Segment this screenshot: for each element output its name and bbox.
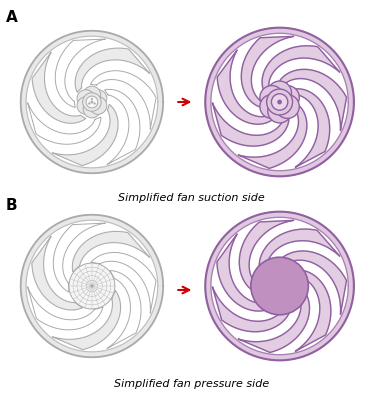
Polygon shape (72, 232, 149, 272)
Polygon shape (107, 270, 141, 348)
Polygon shape (217, 50, 273, 124)
Text: A: A (6, 10, 18, 25)
Circle shape (89, 97, 107, 114)
Polygon shape (259, 229, 340, 271)
Circle shape (276, 95, 299, 118)
Polygon shape (205, 212, 354, 360)
Polygon shape (293, 89, 330, 167)
Polygon shape (52, 104, 118, 166)
Polygon shape (295, 270, 331, 351)
Circle shape (272, 94, 288, 110)
Polygon shape (91, 252, 156, 313)
Polygon shape (90, 71, 156, 129)
Circle shape (21, 31, 163, 173)
Circle shape (83, 100, 101, 118)
Circle shape (205, 28, 354, 176)
Circle shape (86, 96, 98, 108)
Circle shape (89, 90, 107, 107)
Circle shape (88, 103, 90, 104)
Polygon shape (32, 52, 86, 123)
Polygon shape (21, 31, 163, 173)
Polygon shape (105, 89, 140, 164)
Circle shape (251, 257, 308, 315)
Circle shape (69, 263, 115, 309)
Polygon shape (52, 290, 121, 350)
Circle shape (260, 95, 283, 118)
Circle shape (91, 98, 93, 100)
Text: Simplified fan pressure side: Simplified fan pressure side (114, 379, 269, 389)
Circle shape (260, 86, 283, 109)
Text: B: B (6, 198, 17, 213)
Polygon shape (238, 291, 309, 352)
Circle shape (268, 81, 291, 105)
Text: Simplified fan suction side: Simplified fan suction side (118, 193, 265, 203)
Circle shape (268, 99, 291, 123)
Circle shape (91, 101, 93, 103)
Circle shape (21, 215, 163, 357)
Circle shape (77, 97, 95, 114)
Polygon shape (279, 251, 347, 314)
Polygon shape (278, 69, 347, 130)
Polygon shape (53, 223, 105, 292)
Polygon shape (21, 215, 163, 357)
Polygon shape (28, 287, 103, 330)
Polygon shape (262, 46, 340, 92)
Polygon shape (238, 104, 307, 168)
Circle shape (205, 212, 354, 360)
Polygon shape (32, 236, 82, 310)
Polygon shape (241, 36, 294, 108)
Polygon shape (239, 220, 294, 292)
Polygon shape (75, 48, 149, 92)
Circle shape (83, 86, 101, 104)
Polygon shape (217, 234, 270, 311)
Circle shape (94, 103, 95, 104)
Circle shape (267, 89, 293, 115)
Polygon shape (213, 287, 291, 332)
Polygon shape (28, 103, 101, 144)
Polygon shape (205, 28, 354, 176)
Circle shape (83, 93, 101, 111)
Circle shape (77, 90, 95, 107)
Circle shape (90, 285, 93, 287)
Circle shape (276, 86, 299, 109)
Polygon shape (55, 39, 105, 108)
Circle shape (277, 100, 282, 104)
Polygon shape (213, 103, 289, 146)
